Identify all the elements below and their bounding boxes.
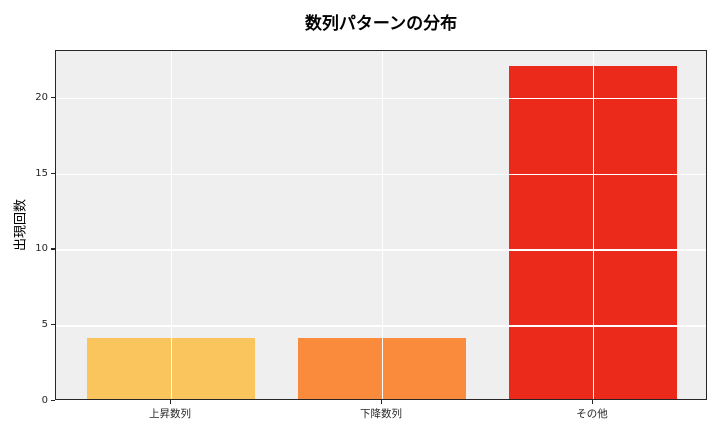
y-tick-label-15: 15 [35, 167, 48, 179]
grid-line-v-下降数列 [382, 51, 384, 399]
y-tick-mark-10 [51, 248, 55, 250]
x-tick-label-上昇数列: 上昇数列 [148, 408, 191, 420]
y-tick-mark-15 [51, 172, 55, 174]
bar-下降数列 [297, 338, 467, 399]
grid-line-h-5 [56, 325, 706, 327]
chart-title: 数列パターンの分布 [304, 14, 458, 34]
grid-line-h-20 [56, 97, 706, 100]
x-tick-mark-その他 [592, 400, 594, 404]
x-tick-mark-上昇数列 [169, 400, 172, 404]
y-tick-mark-20 [51, 96, 55, 99]
x-tick-label-下降数列: 下降数列 [360, 408, 402, 420]
bar-その他 [508, 65, 678, 399]
grid-line-h-10 [56, 249, 706, 251]
y-tick-mark-5 [51, 324, 55, 326]
y-tick-label-20: 20 [35, 91, 48, 103]
y-tick-mark-0 [51, 400, 55, 402]
y-axis-label: 出現回数 [13, 198, 29, 252]
y-tick-label-10: 10 [35, 243, 48, 255]
y-tick-label-0: 0 [41, 395, 48, 406]
grid-line-v-上昇数列 [170, 51, 173, 399]
y-tick-label-5: 5 [41, 319, 48, 331]
grid-line-h-15 [56, 173, 706, 176]
x-tick-label-その他: その他 [576, 408, 608, 420]
x-tick-mark-下降数列 [381, 400, 383, 404]
grid-line-v-その他 [593, 51, 595, 399]
plot-area [55, 50, 707, 400]
